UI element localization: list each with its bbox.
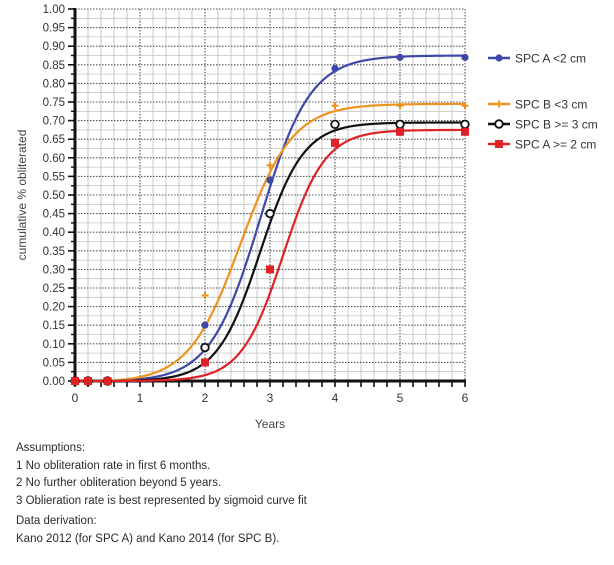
obliteration-chart: 0.00 0.05 0.10 0.15 0.20 0.25 0.30 0.35 0.40 0.45… xyxy=(15,4,598,431)
svg-text:0.35: 0.35 xyxy=(43,246,65,258)
svg-text:0: 0 xyxy=(72,391,79,405)
legend-label: SPC A <2 cm xyxy=(515,52,586,66)
legend-item: SPC B <3 cm xyxy=(488,98,587,112)
svg-text:0.45: 0.45 xyxy=(43,209,65,221)
svg-text:0.00: 0.00 xyxy=(43,376,65,388)
legend-label: SPC B >= 3 cm xyxy=(515,118,598,132)
svg-text:0.20: 0.20 xyxy=(43,302,65,314)
svg-text:0.80: 0.80 xyxy=(43,78,65,90)
assumption-2: 2 No further obliteration beyond 5 years… xyxy=(16,477,222,489)
svg-text:0.10: 0.10 xyxy=(43,339,65,351)
derivation-heading: Data derivation: xyxy=(16,515,97,527)
svg-text:1.00: 1.00 xyxy=(43,4,65,16)
legend-label: SPC B <3 cm xyxy=(515,98,587,112)
svg-text:0.60: 0.60 xyxy=(43,153,65,165)
assumptions-heading: Assumptions: xyxy=(16,442,86,454)
x-axis-label: Years xyxy=(255,417,285,431)
legend-label: SPC A >= 2 cm xyxy=(515,138,596,152)
svg-text:0.25: 0.25 xyxy=(43,283,65,295)
svg-text:3: 3 xyxy=(267,391,274,405)
legend-item: SPC B >= 3 cm xyxy=(488,118,598,132)
svg-text:2: 2 xyxy=(202,391,209,405)
derivation-text: Kano 2012 (for SPC A) and Kano 2014 (for… xyxy=(16,532,280,545)
grid xyxy=(74,8,466,382)
data-markers xyxy=(70,53,470,386)
legend-item: SPC A >= 2 cm xyxy=(488,138,596,152)
legend: SPC A <2 cm SPC B <3 cm SPC B >= 3 cm SPC A… xyxy=(488,52,598,152)
svg-text:0.65: 0.65 xyxy=(43,134,65,146)
svg-text:0.95: 0.95 xyxy=(43,23,65,35)
svg-text:0.40: 0.40 xyxy=(43,227,65,239)
axes: 0.00 0.05 0.10 0.15 0.20 0.25 0.30 0.35 0.40 0.45… xyxy=(43,4,469,405)
svg-text:1: 1 xyxy=(137,391,144,405)
svg-text:6: 6 xyxy=(462,391,469,405)
svg-text:0.75: 0.75 xyxy=(43,97,65,109)
svg-text:0.70: 0.70 xyxy=(43,116,65,128)
svg-text:0.55: 0.55 xyxy=(43,171,65,183)
y-axis-label: cumulative % obliterated xyxy=(15,130,29,261)
assumption-1: 1 No obliteration rate in first 6 months… xyxy=(16,459,211,472)
chart-notes: Assumptions: 1 No obliteration rate in f… xyxy=(16,440,307,548)
svg-text:0.30: 0.30 xyxy=(43,264,65,276)
legend-item: SPC A <2 cm xyxy=(488,52,586,66)
svg-text:0.50: 0.50 xyxy=(43,190,65,202)
svg-text:5: 5 xyxy=(397,391,404,405)
svg-text:0.15: 0.15 xyxy=(43,320,65,332)
svg-text:0.90: 0.90 xyxy=(43,41,65,53)
svg-text:4: 4 xyxy=(332,391,339,405)
curves xyxy=(75,54,466,383)
assumption-3: 3 Oblieration rate is best represented b… xyxy=(16,494,307,507)
svg-text:0.05: 0.05 xyxy=(43,357,65,369)
svg-text:0.85: 0.85 xyxy=(43,60,65,72)
